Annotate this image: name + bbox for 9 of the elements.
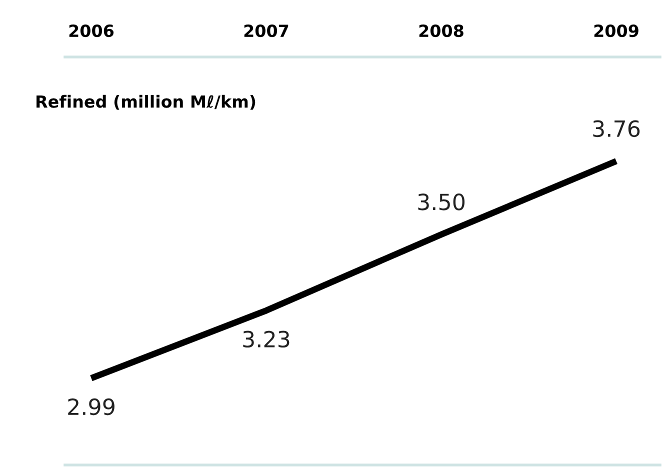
data-label: 3.50 xyxy=(418,194,465,210)
data-label: 3.76 xyxy=(593,120,640,138)
x-tick-label: 2008 xyxy=(419,24,464,38)
x-tick-label: 2009 xyxy=(594,24,638,38)
data-label: 2.99 xyxy=(68,398,114,416)
data-label: 3.23 xyxy=(243,330,290,348)
chart-title: Refined (million Mℓ/km) xyxy=(36,94,256,110)
x-tick-label: 2007 xyxy=(244,24,288,38)
x-tick-label: 2006 xyxy=(69,24,114,38)
